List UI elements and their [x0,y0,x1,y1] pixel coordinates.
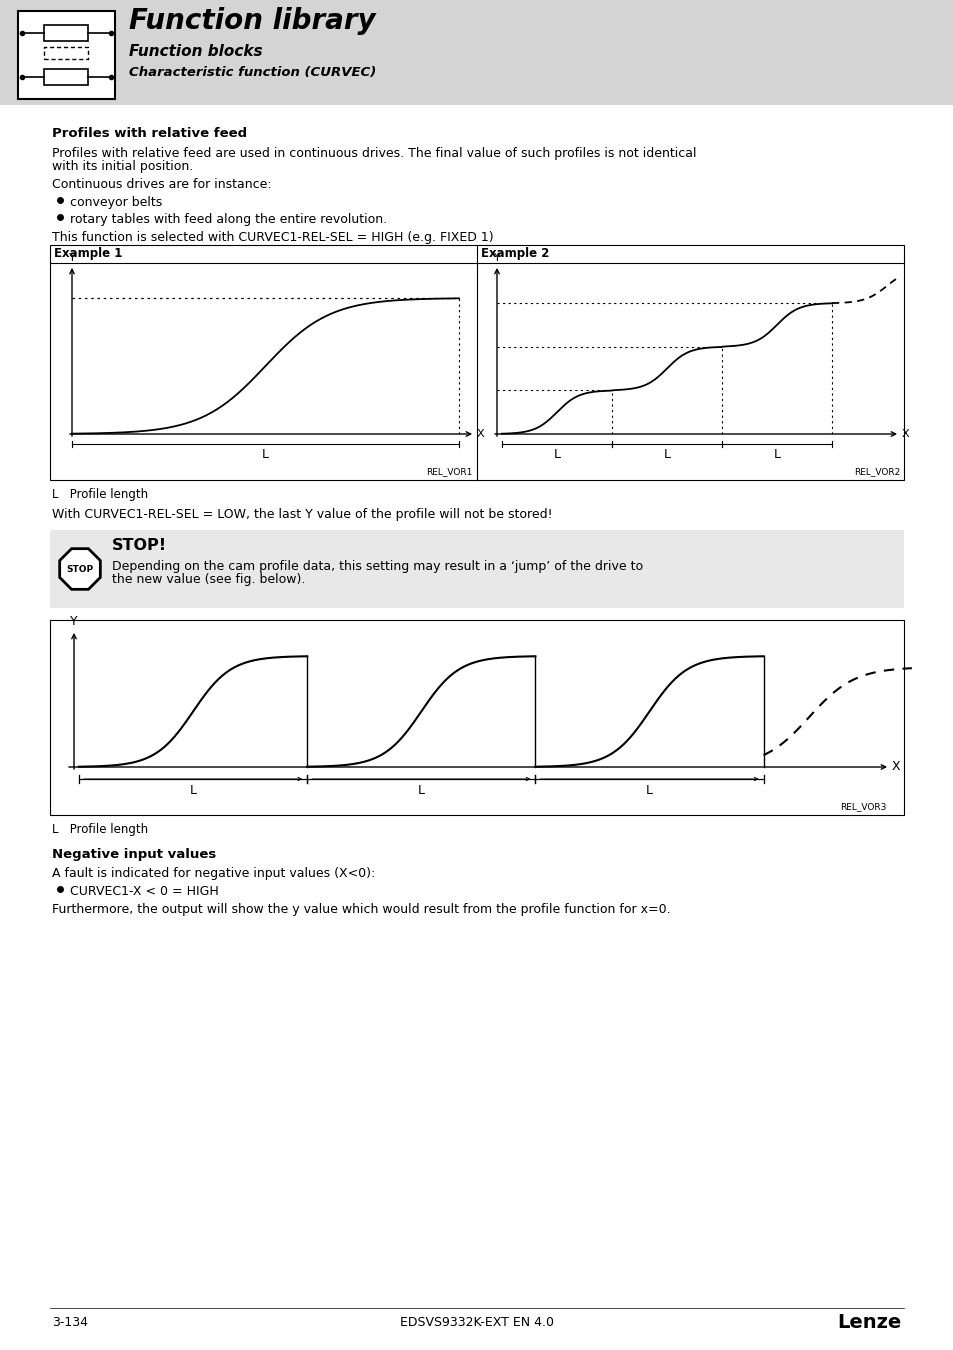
Text: Profiles with relative feed: Profiles with relative feed [52,127,247,140]
Text: L: L [262,448,269,460]
Text: L: L [645,784,652,796]
Text: Example 1: Example 1 [54,247,122,261]
Text: L: L [773,448,780,460]
Text: L   Profile length: L Profile length [52,824,148,836]
Text: conveyor belts: conveyor belts [70,196,162,209]
Text: EDSVS9332K-EXT EN 4.0: EDSVS9332K-EXT EN 4.0 [399,1315,554,1328]
Text: With CURVEC1-REL-SEL = LOW, the last Y value of the profile will not be stored!: With CURVEC1-REL-SEL = LOW, the last Y v… [52,508,552,521]
Bar [45,69,89,85]
Text: Function library: Function library [129,7,375,35]
Text: Depending on the cam profile data, this setting may result in a ‘jump’ of the dr: Depending on the cam profile data, this … [112,560,642,572]
Text: X: X [476,429,484,439]
Text: Function blocks: Function blocks [129,45,262,59]
Bar [18,11,115,99]
Text: Lenze: Lenze [837,1312,901,1331]
Text: 3-134: 3-134 [52,1315,88,1328]
Text: L: L [190,784,196,796]
Text: rotary tables with feed along the entire revolution.: rotary tables with feed along the entire… [70,213,387,225]
Text: STOP!: STOP! [112,539,167,553]
Text: REL_VOR2: REL_VOR2 [853,467,899,477]
Text: Continuous drives are for instance:: Continuous drives are for instance: [52,178,272,190]
Text: X: X [901,429,908,439]
Text: STOP: STOP [67,564,93,574]
Text: Y: Y [493,252,500,263]
Bar [50,244,903,481]
Bar [50,620,903,815]
Text: L: L [662,448,670,460]
Text: Furthermore, the output will show the y value which would result from the profil: Furthermore, the output will show the y … [52,903,670,917]
Text: Characteristic function (CURVEC): Characteristic function (CURVEC) [129,66,375,80]
Text: CURVEC1-X < 0 = HIGH: CURVEC1-X < 0 = HIGH [70,886,218,898]
Text: Negative input values: Negative input values [52,848,216,861]
Text: L   Profile length: L Profile length [52,487,148,501]
Text: the new value (see fig. below).: the new value (see fig. below). [112,572,305,586]
Bar [50,531,903,608]
Text: This function is selected with CURVEC1-REL-SEL = HIGH (e.g. FIXED 1): This function is selected with CURVEC1-R… [52,231,493,244]
Bar [45,26,89,40]
Text: X: X [891,760,900,774]
Text: Y: Y [71,616,78,628]
Polygon shape [60,548,100,590]
Text: Y: Y [69,252,75,263]
Text: L: L [417,784,424,796]
Text: L: L [553,448,560,460]
Text: with its initial position.: with its initial position. [52,161,193,173]
Text: REL_VOR3: REL_VOR3 [840,802,886,811]
Bar [0,0,953,105]
Text: Example 2: Example 2 [480,247,549,261]
Text: A fault is indicated for negative input values (X<0):: A fault is indicated for negative input … [52,867,375,880]
Text: REL_VOR1: REL_VOR1 [426,467,473,477]
Text: Profiles with relative feed are used in continuous drives. The final value of su: Profiles with relative feed are used in … [52,147,696,161]
